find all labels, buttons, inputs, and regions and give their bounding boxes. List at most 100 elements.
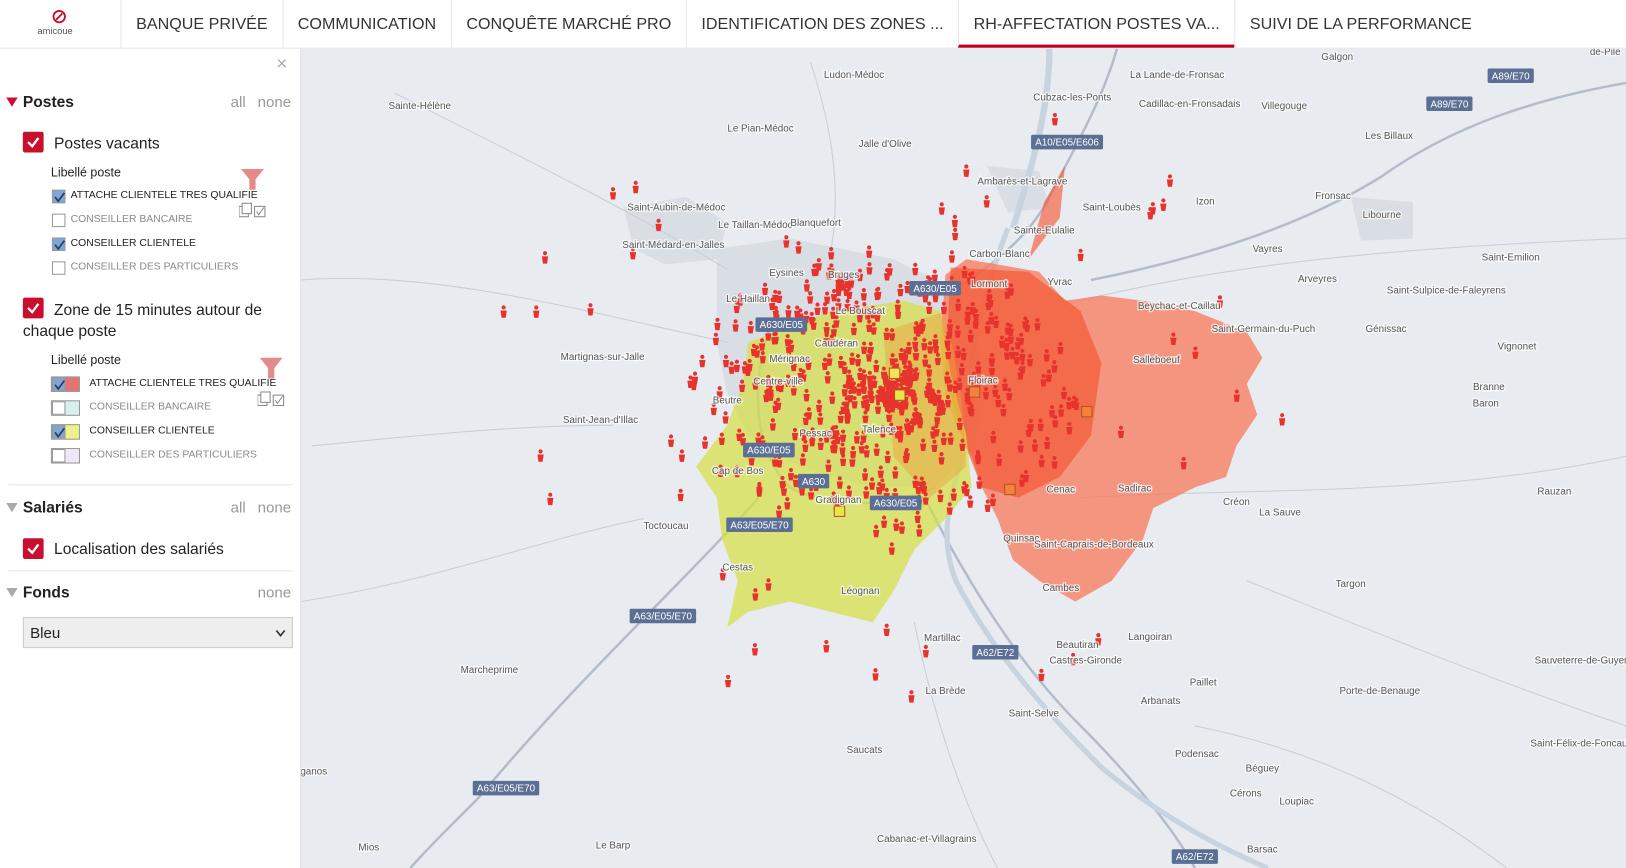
post-marker	[888, 367, 901, 380]
road-shield-label: A630/E05	[913, 284, 957, 295]
place-label: Beautiran	[1056, 640, 1098, 651]
road-shield-label: A62/E72	[976, 648, 1014, 659]
place-label: Le Haillan	[726, 294, 770, 305]
item-checkbox[interactable]	[51, 425, 66, 439]
all-link[interactable]: all	[230, 499, 246, 517]
nav-bar: amicoue BANQUE PRIVÉE COMMUNICATION CONQUÊ…	[0, 0, 1626, 49]
all-link[interactable]: all	[230, 94, 246, 111]
employee-marker	[883, 327, 890, 341]
tab[interactable]: CONQUÊTE MARCHÉ PRO	[450, 0, 686, 48]
employee-marker	[747, 320, 754, 334]
road-shield	[472, 780, 540, 796]
employee-marker	[866, 319, 873, 332]
place-label: de-Pile	[1590, 49, 1621, 58]
employee-marker	[870, 322, 877, 335]
tab[interactable]: SUIVI DE LA PERFORMANCE	[1234, 0, 1486, 48]
employee-marker	[815, 258, 822, 271]
checkbox[interactable]	[22, 538, 44, 559]
employee-marker	[927, 341, 934, 354]
place-label: Sainte-Hélène	[388, 101, 451, 112]
employee-marker	[966, 272, 974, 285]
place-label: Saint-Emilion	[1482, 252, 1540, 263]
employee-marker	[912, 407, 919, 420]
employee-marker	[1003, 347, 1011, 360]
checkbox[interactable]	[22, 297, 44, 319]
employee-marker	[783, 235, 790, 248]
employee-marker	[1051, 456, 1058, 469]
employee-marker	[970, 371, 978, 385]
place-label: Targon	[1336, 579, 1366, 590]
employee-marker	[934, 412, 941, 425]
collapse-arrow[interactable]	[6, 502, 18, 513]
legend-item: ATTACHE CLIENTELE TRES QUALIFIE	[89, 377, 277, 389]
employee-marker	[932, 393, 939, 406]
employee-marker	[886, 263, 893, 276]
none-link[interactable]: none	[257, 499, 292, 517]
item-checkbox[interactable]	[51, 237, 66, 251]
tab[interactable]: COMMUNICATION	[282, 0, 451, 48]
employee-marker	[867, 341, 874, 355]
tab-list: BANQUE PRIVÉE COMMUNICATION CONQUÊTE MARCH…	[120, 0, 1487, 48]
employee-marker	[904, 280, 911, 294]
item-checkbox[interactable]	[51, 189, 66, 204]
map[interactable]: Ludon-Médoc Sainte-Hélène Le Pian-Médoc Jal…	[301, 48, 1626, 868]
collapse-arrow[interactable]	[6, 97, 18, 107]
item-checkbox[interactable]	[51, 449, 66, 463]
place-label: Saint-Médard-en-Jalles	[622, 240, 724, 251]
employee-marker	[687, 375, 694, 388]
employee-marker	[947, 432, 954, 445]
post-marker	[833, 505, 846, 517]
basemap-select[interactable]: Bleu	[22, 617, 293, 649]
employee-marker	[808, 311, 815, 325]
employee-marker	[879, 425, 886, 438]
legend-item: CONSEILLER DES PARTICULIERS	[70, 261, 239, 273]
tab[interactable]: BANQUE PRIVÉE	[120, 0, 283, 48]
none-link[interactable]: none	[257, 584, 292, 602]
road-shield-label: A89/E70	[1492, 71, 1530, 82]
employee-marker	[847, 389, 854, 403]
employee-marker	[587, 303, 594, 316]
employee-marker	[769, 418, 776, 431]
place-label: Saint-Aubin-de-Médoc	[627, 203, 725, 214]
employee-marker	[958, 362, 966, 376]
employee-marker	[655, 218, 662, 232]
employee-marker	[964, 306, 971, 319]
employee-marker	[797, 367, 804, 381]
item-checkbox[interactable]	[51, 213, 66, 228]
employee-marker	[739, 432, 747, 446]
place-label: Martillac	[924, 633, 961, 644]
close-button[interactable]: ×	[276, 52, 288, 74]
employee-marker	[916, 524, 923, 537]
employee-marker	[840, 401, 847, 415]
place-label: Saint-Félix-de-Foncaude	[1530, 739, 1626, 750]
separator	[8, 570, 293, 572]
employee-marker	[736, 428, 743, 442]
place-label: Barsac	[1247, 844, 1278, 855]
item-checkbox[interactable]	[51, 261, 66, 275]
employee-marker	[1017, 367, 1024, 380]
employee-marker	[884, 450, 891, 464]
collapse-arrow[interactable]	[6, 587, 18, 598]
employee-marker	[907, 374, 914, 387]
none-link[interactable]: none	[257, 94, 292, 111]
tab[interactable]: RH-AFFECTATION POSTES VA...	[958, 0, 1235, 48]
employee-marker	[926, 301, 933, 314]
employee-marker	[867, 386, 874, 400]
employee-marker	[898, 521, 906, 534]
legend-tools[interactable]	[238, 167, 266, 221]
item-checkbox[interactable]	[51, 401, 66, 415]
employee-marker	[784, 497, 791, 510]
item-checkbox[interactable]	[51, 377, 66, 391]
employee-marker	[1000, 403, 1007, 417]
employee-marker	[1149, 202, 1156, 215]
employee-marker	[1166, 174, 1174, 187]
checkbox[interactable]	[22, 131, 44, 153]
place-label: Saint-Jean-d'Illac	[563, 415, 638, 426]
employee-marker	[537, 449, 544, 462]
logo[interactable]: amicoue	[0, 0, 119, 48]
legend-tools[interactable]	[257, 356, 289, 410]
employee-marker	[868, 477, 876, 490]
employee-marker	[835, 283, 842, 297]
tab[interactable]: IDENTIFICATION DES ZONES ...	[685, 0, 958, 48]
employee-marker	[1048, 405, 1056, 418]
